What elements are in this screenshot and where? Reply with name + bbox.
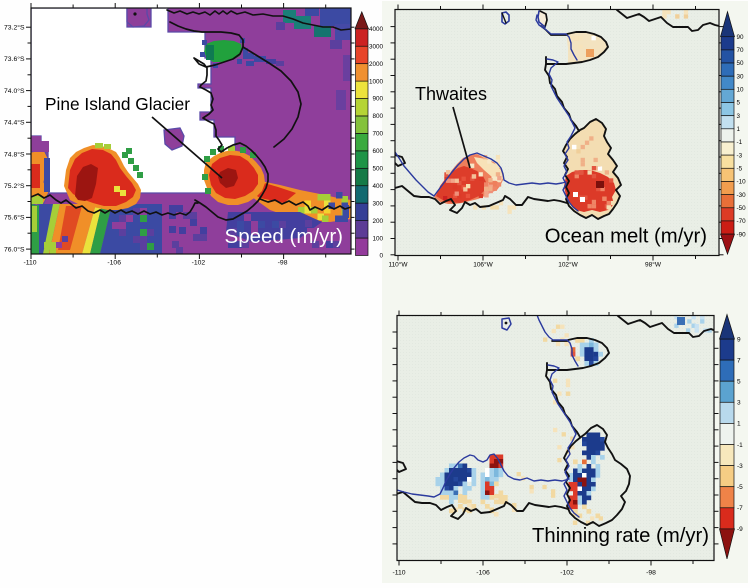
- svg-text:110°W: 110°W: [388, 261, 408, 269]
- svg-text:500: 500: [372, 166, 383, 173]
- svg-text:-106: -106: [476, 570, 490, 577]
- svg-text:Thinning rate (m/yr): Thinning rate (m/yr): [532, 525, 709, 547]
- svg-text:9: 9: [737, 336, 741, 343]
- svg-text:30: 30: [737, 73, 745, 80]
- svg-text:74.4°S: 74.4°S: [4, 119, 25, 127]
- svg-text:200: 200: [372, 218, 383, 225]
- svg-text:73.2°S: 73.2°S: [4, 24, 25, 32]
- svg-text:-1: -1: [737, 139, 743, 146]
- svg-text:-106: -106: [107, 260, 121, 267]
- svg-text:Ocean melt (m/yr): Ocean melt (m/yr): [545, 226, 707, 248]
- svg-text:1: 1: [737, 126, 741, 133]
- svg-text:1: 1: [737, 421, 741, 428]
- svg-text:-1: -1: [737, 442, 743, 449]
- svg-text:5: 5: [737, 100, 741, 107]
- svg-text:2000: 2000: [369, 61, 384, 68]
- svg-text:Thwaites: Thwaites: [415, 84, 487, 104]
- svg-text:90: 90: [737, 34, 745, 41]
- svg-text:800: 800: [372, 113, 383, 120]
- svg-text:-102: -102: [192, 260, 206, 267]
- svg-text:10: 10: [737, 87, 745, 94]
- svg-text:-110: -110: [392, 570, 405, 577]
- svg-text:600: 600: [372, 148, 383, 155]
- svg-text:-50: -50: [737, 205, 747, 212]
- svg-text:-30: -30: [737, 192, 747, 199]
- svg-text:5: 5: [737, 379, 741, 386]
- svg-text:3: 3: [737, 113, 741, 120]
- svg-text:-70: -70: [737, 218, 747, 225]
- svg-text:74.8°S: 74.8°S: [4, 150, 25, 158]
- svg-text:Pine Island Glacier: Pine Island Glacier: [45, 94, 190, 114]
- svg-text:-5: -5: [737, 484, 743, 491]
- svg-text:-10: -10: [737, 179, 747, 186]
- svg-text:-3: -3: [737, 152, 743, 159]
- svg-text:Speed (m/yr): Speed (m/yr): [225, 225, 343, 248]
- svg-text:300: 300: [372, 200, 383, 207]
- svg-text:50: 50: [737, 60, 745, 67]
- svg-text:4000: 4000: [369, 26, 384, 33]
- svg-text:106°W: 106°W: [473, 261, 493, 269]
- svg-text:7: 7: [737, 357, 741, 364]
- svg-text:98°W: 98°W: [645, 261, 662, 269]
- svg-text:3000: 3000: [369, 43, 384, 50]
- svg-text:400: 400: [372, 183, 383, 190]
- svg-text:-98: -98: [646, 570, 656, 577]
- svg-text:-3: -3: [737, 463, 743, 470]
- svg-text:74.0°S: 74.0°S: [4, 87, 25, 95]
- svg-text:-102: -102: [560, 570, 574, 577]
- svg-text:-110: -110: [23, 260, 36, 267]
- svg-text:100: 100: [372, 235, 383, 242]
- svg-text:70: 70: [737, 47, 745, 54]
- svg-text:75.6°S: 75.6°S: [4, 214, 25, 222]
- svg-text:0: 0: [379, 253, 383, 260]
- svg-text:1000: 1000: [369, 78, 384, 85]
- svg-text:-90: -90: [737, 231, 747, 238]
- svg-text:900: 900: [372, 96, 383, 103]
- svg-text:-5: -5: [737, 166, 743, 173]
- svg-text:102°W: 102°W: [558, 261, 578, 269]
- svg-text:75.2°S: 75.2°S: [4, 182, 25, 190]
- svg-text:73.6°S: 73.6°S: [4, 55, 25, 63]
- svg-text:-98: -98: [278, 260, 288, 267]
- svg-text:-9: -9: [737, 526, 743, 533]
- svg-text:-7: -7: [737, 505, 743, 512]
- svg-text:700: 700: [372, 131, 383, 138]
- svg-text:76.0°S: 76.0°S: [4, 245, 25, 253]
- svg-text:3: 3: [737, 400, 741, 407]
